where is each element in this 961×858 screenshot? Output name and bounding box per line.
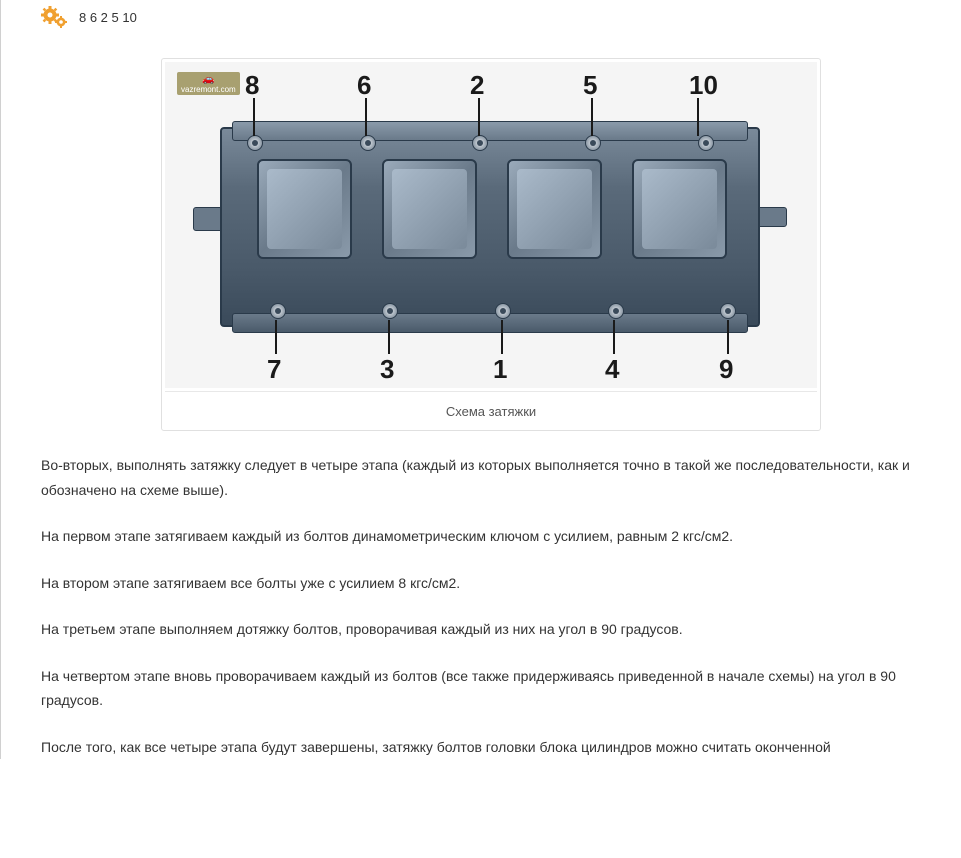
bolt-number-bottom: 1 [493,354,507,385]
bolt-number-bottom: 3 [380,354,394,385]
cylinder [257,159,352,259]
figure-container: 🚗 vazremont.com 86251073149 Схема [161,58,821,431]
bolt [720,303,736,319]
engine-top-rail [232,121,748,141]
cylinder [507,159,602,259]
figure-caption: Схема затяжки [165,391,817,427]
engine-diagram: 🚗 vazremont.com 8 6 2 5 10 7 3 1 4 9 [165,62,817,388]
paragraph: На первом этапе затягиваем каждый из бол… [41,524,941,549]
pointer-line [727,320,729,354]
top-line: 8 6 2 5 10 [41,0,941,43]
bolt [585,135,601,151]
bolt-number-top: 8 [245,70,259,101]
pointer-line [697,98,699,136]
pointer-line [253,98,255,136]
cylinder [632,159,727,259]
shaft-right [759,207,787,227]
gear-icon [41,6,69,28]
pointer-line [613,320,615,354]
bolt-number-bottom: 9 [719,354,733,385]
cylinder [382,159,477,259]
engine-block [220,127,760,327]
paragraph: На четвертом этапе вновь проворачиваем к… [41,664,941,713]
paragraph: После того, как все четыре этапа будут з… [41,735,941,760]
bolt [495,303,511,319]
bolt [360,135,376,151]
pointer-line [478,98,480,136]
bolt [698,135,714,151]
bolt-number-top: 10 [689,70,718,101]
pointer-line [501,320,503,354]
bolt-number-bottom: 7 [267,354,281,385]
pointer-line [388,320,390,354]
watermark-text: vazremont.com [181,85,236,94]
bolt-number-bottom: 4 [605,354,619,385]
bolt [247,135,263,151]
paragraph: На втором этапе затягиваем все болты уже… [41,571,941,596]
bolt [382,303,398,319]
pointer-line [591,98,593,136]
paragraph: Во-вторых, выполнять затяжку следует в ч… [41,453,941,502]
top-numbers-text: 8 6 2 5 10 [79,10,137,25]
bolt-number-top: 2 [470,70,484,101]
paragraph: На третьем этапе выполняем дотяжку болто… [41,617,941,642]
bolt-number-top: 5 [583,70,597,101]
bolt [608,303,624,319]
bolt [270,303,286,319]
watermark: 🚗 vazremont.com [177,72,240,95]
pointer-line [275,320,277,354]
bolt [472,135,488,151]
bolt-number-top: 6 [357,70,371,101]
engine-bottom-rail [232,313,748,333]
shaft-left [193,207,223,231]
pointer-line [365,98,367,136]
